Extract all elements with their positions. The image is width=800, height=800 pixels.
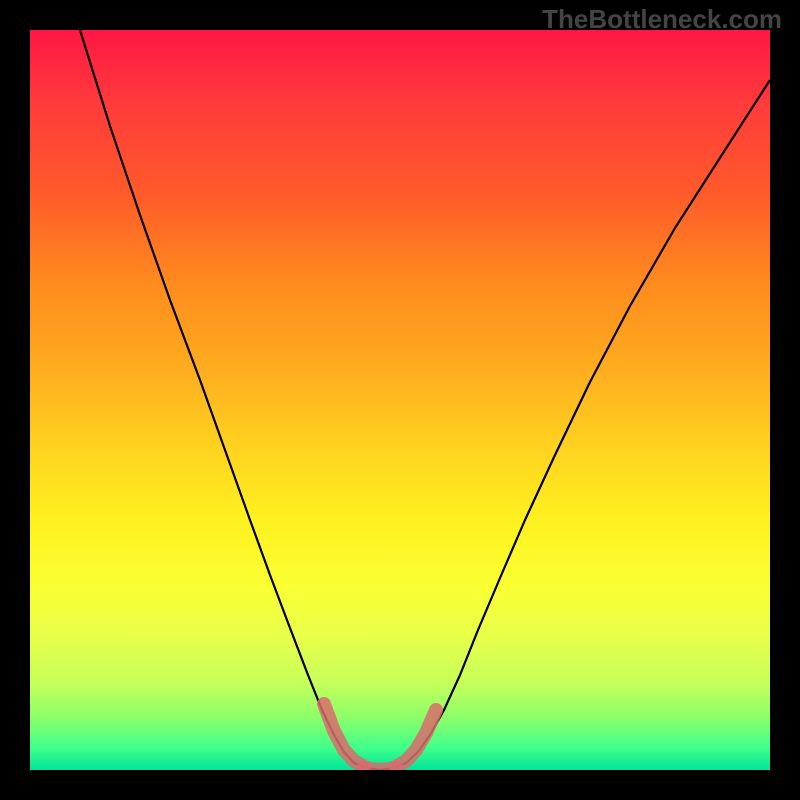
watermark-text: TheBottleneck.com: [542, 4, 782, 35]
chart-frame: TheBottleneck.com: [0, 0, 800, 800]
chart-canvas: [30, 30, 770, 770]
chart-svg: [30, 30, 770, 770]
chart-background: [30, 30, 770, 770]
